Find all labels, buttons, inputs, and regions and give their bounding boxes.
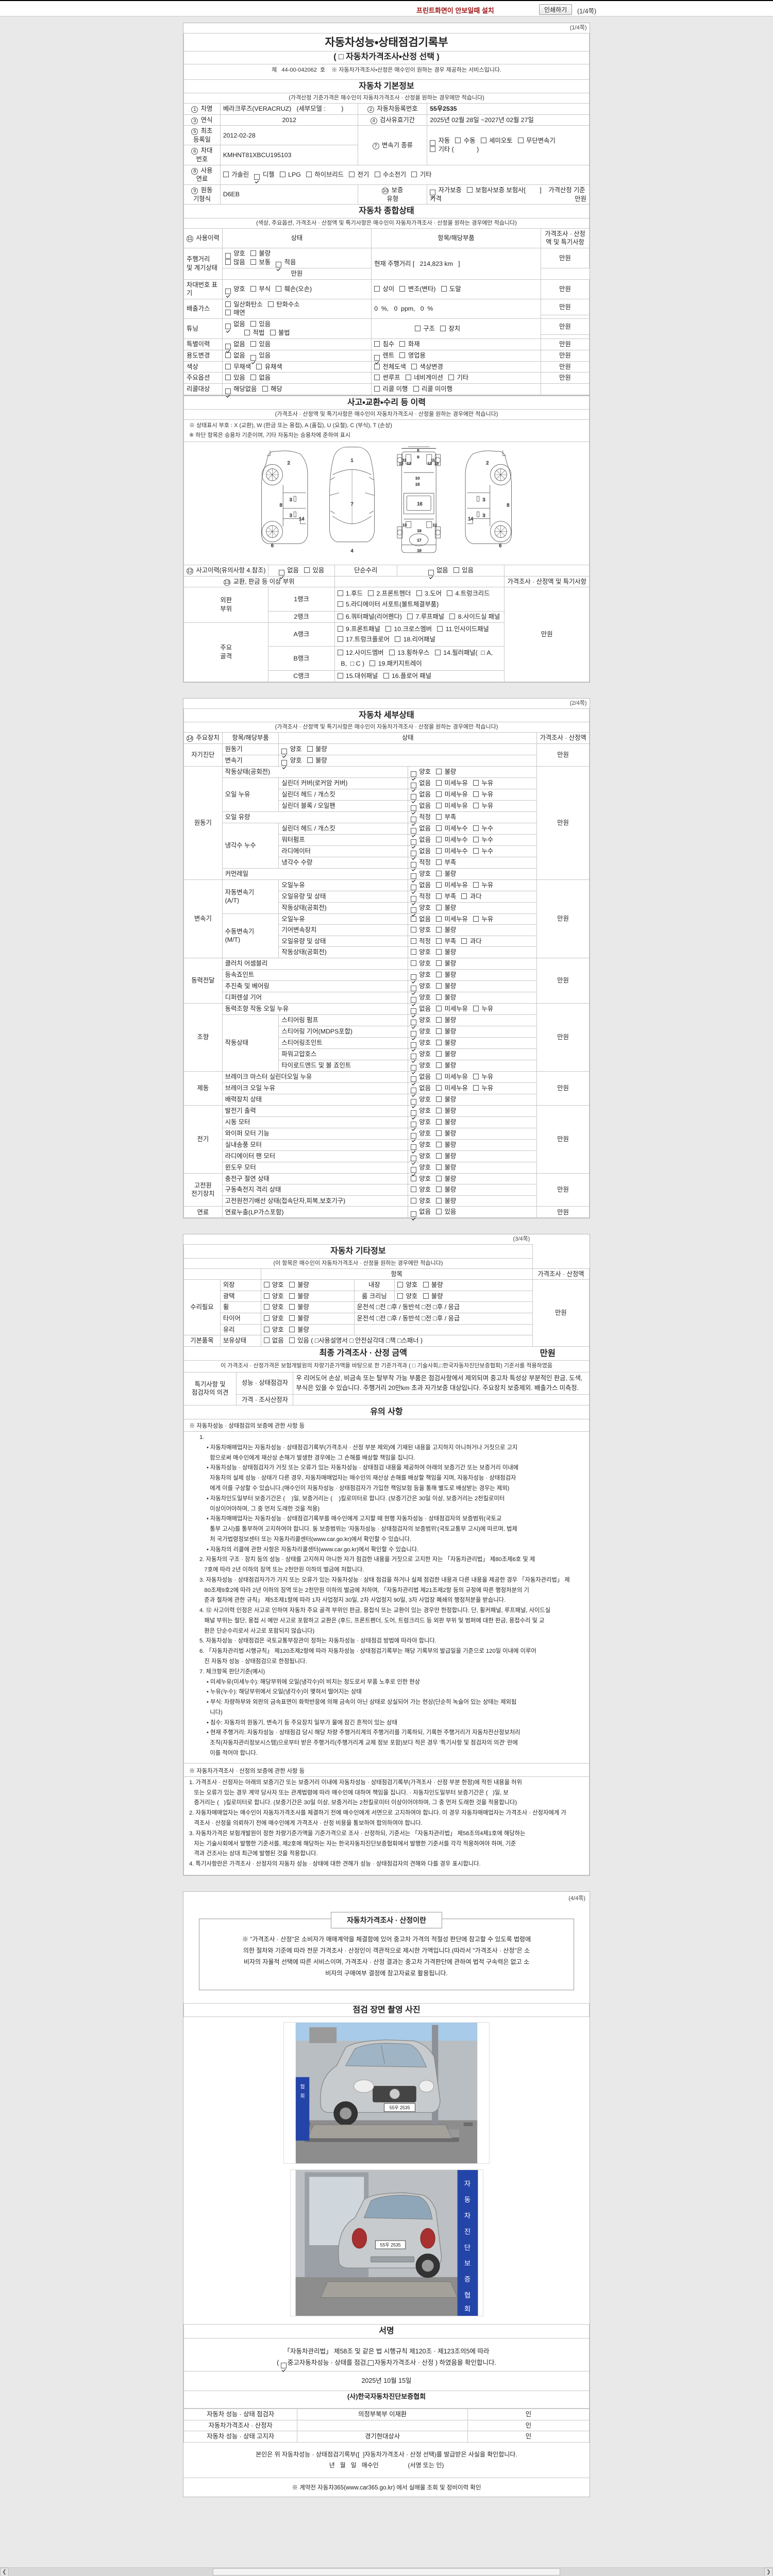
- svg-text:5: 5: [417, 448, 419, 453]
- svg-text:8: 8: [280, 502, 282, 507]
- svg-text:17: 17: [417, 538, 421, 543]
- svg-text:4: 4: [351, 548, 354, 553]
- svg-text:협: 협: [464, 2292, 470, 2299]
- svg-text:18: 18: [417, 548, 421, 553]
- svg-text:보: 보: [464, 2260, 470, 2267]
- svg-text:진: 진: [464, 2228, 470, 2235]
- svg-text:단: 단: [464, 2244, 470, 2251]
- svg-text:6: 6: [499, 543, 501, 548]
- svg-text:3: 3: [290, 513, 292, 518]
- svg-text:증: 증: [464, 2276, 470, 2283]
- svg-text:3: 3: [483, 513, 485, 518]
- svg-text:13: 13: [399, 461, 403, 466]
- svg-text:14: 14: [468, 516, 473, 521]
- svg-text:9: 9: [417, 454, 419, 459]
- svg-text:15: 15: [415, 482, 419, 486]
- svg-text:자: 자: [464, 2180, 470, 2188]
- svg-text:10: 10: [415, 476, 419, 480]
- svg-text:12: 12: [427, 461, 431, 466]
- svg-text:13: 13: [434, 461, 439, 466]
- svg-text:협: 협: [300, 2083, 305, 2090]
- svg-text:19: 19: [417, 528, 421, 533]
- svg-text:16: 16: [417, 501, 422, 506]
- svg-text:회: 회: [464, 2305, 470, 2313]
- svg-text:12: 12: [432, 522, 436, 527]
- svg-text:55우 2535: 55우 2535: [380, 2243, 400, 2248]
- svg-text:회: 회: [300, 2093, 305, 2099]
- svg-text:55우 2535: 55우 2535: [390, 2105, 410, 2110]
- svg-text:7: 7: [351, 501, 354, 506]
- svg-text:3: 3: [290, 497, 292, 502]
- svg-text:8: 8: [507, 502, 509, 507]
- svg-text:6: 6: [271, 543, 274, 548]
- svg-text:차: 차: [464, 2212, 470, 2219]
- svg-text:1: 1: [351, 457, 354, 463]
- svg-text:14: 14: [299, 516, 304, 521]
- svg-text:3: 3: [483, 497, 485, 502]
- svg-text:동: 동: [464, 2196, 470, 2204]
- svg-text:2: 2: [486, 460, 489, 465]
- svg-text:13: 13: [402, 522, 407, 527]
- svg-text:12: 12: [407, 461, 411, 466]
- svg-text:2: 2: [288, 460, 290, 465]
